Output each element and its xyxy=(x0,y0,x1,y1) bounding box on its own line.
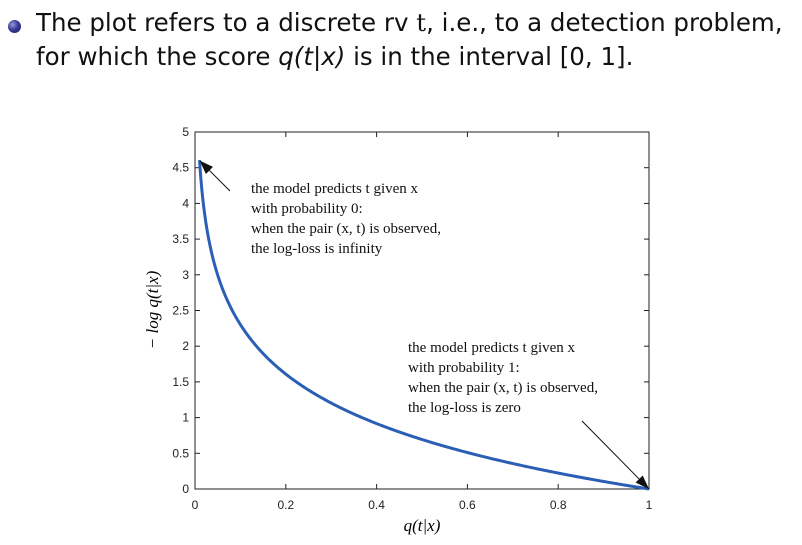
y-tick-label: 4 xyxy=(182,196,189,210)
bullet-score: q(t|x) xyxy=(278,42,346,71)
annotation-line: the log-loss is infinity xyxy=(251,241,383,257)
y-tick-label: 4.5 xyxy=(172,161,189,175)
x-tick-label: 0.4 xyxy=(368,498,385,512)
bullet-text-part4: . xyxy=(625,42,634,71)
x-tick-label: 0.2 xyxy=(277,498,294,512)
x-tick-label: 1 xyxy=(646,498,653,512)
annotation-line: with probability 0: xyxy=(251,201,363,217)
y-tick-label: 0.5 xyxy=(172,446,189,460)
y-tick-label: 2.5 xyxy=(172,304,189,318)
y-tick-label: 3.5 xyxy=(172,232,189,246)
arrow-head-icon xyxy=(635,475,649,489)
annotations: the model predicts t given x with probabi… xyxy=(199,160,650,490)
arrow-head-icon xyxy=(199,160,213,174)
y-tick-label: 2 xyxy=(182,339,189,353)
annotation-line: when the pair (x, t) is observed, xyxy=(251,221,441,237)
y-axis-label: − log q(t|x) xyxy=(143,270,162,349)
annotation-line: with probability 1: xyxy=(408,360,520,376)
annotation-line: the log-loss is zero xyxy=(408,400,521,416)
x-tick-label: 0.6 xyxy=(459,498,476,512)
annotation-arrow xyxy=(581,420,650,490)
x-tick-label: 0.8 xyxy=(550,498,567,512)
y-tick-label: 0 xyxy=(182,482,189,496)
bullet-text-part2: , i.e., to a detection problem, for whic… xyxy=(36,8,783,71)
y-tick-label: 1.5 xyxy=(172,375,189,389)
axis-tick-labels: 0 0.2 0.4 0.6 0.8 1 0 0.5 1 1.5 2 2.5 3 3.5 4 4.5 5 xyxy=(172,125,652,512)
y-tick-label: 1 xyxy=(182,411,189,425)
logloss-curve xyxy=(198,160,650,491)
x-tick-label: 0 xyxy=(192,498,199,512)
y-tick-label: 3 xyxy=(182,268,189,282)
x-axis-label: q(t|x) xyxy=(404,516,441,535)
bullet-text-part3: is in the interval xyxy=(345,42,560,71)
bullet-var-t: t xyxy=(416,8,427,37)
annotation-line: when the pair (x, t) is observed, xyxy=(408,380,598,396)
bullet-text-part1: The plot refers to a discrete rv xyxy=(36,8,417,37)
annotation-line: the model predicts t given x xyxy=(251,181,419,197)
y-tick-label: 5 xyxy=(182,125,189,139)
bullet-text: The plot refers to a discrete rv t, i.e.… xyxy=(36,6,796,74)
bullet-icon xyxy=(8,20,21,33)
bullet-interval: [0, 1] xyxy=(559,42,626,71)
axis-ticks xyxy=(194,131,650,490)
annotation-line: the model predicts t given x xyxy=(408,340,576,356)
